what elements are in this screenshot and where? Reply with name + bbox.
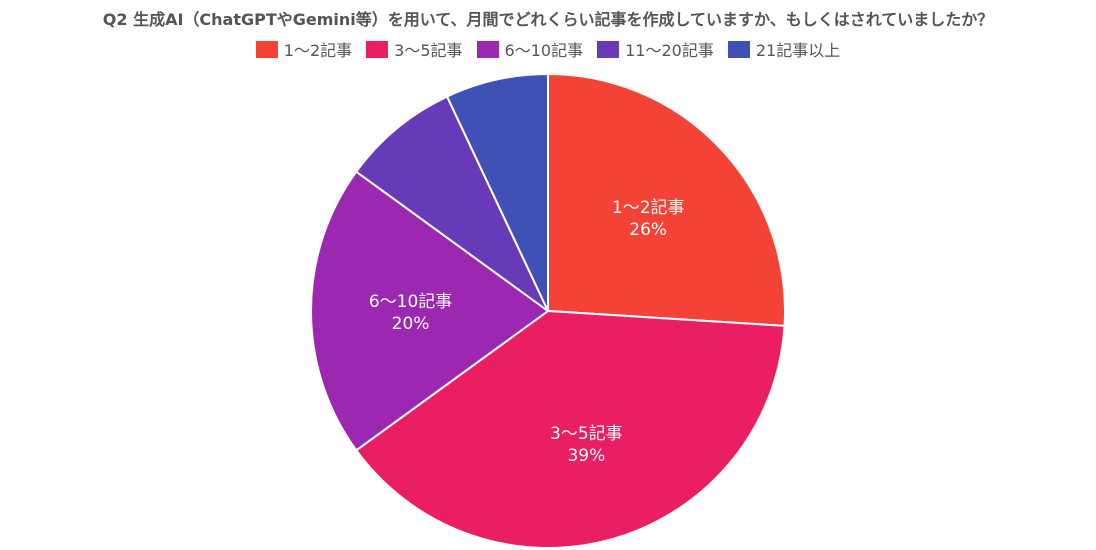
slice-label-category-3-5: 3〜5記事	[550, 424, 623, 444]
slice-label-category-1-2: 1〜2記事	[612, 198, 685, 218]
slice-label-value-1-2: 26%	[629, 220, 667, 240]
legend-swatch-11-20	[597, 40, 620, 58]
legend-label-11-20: 11〜20記事	[625, 41, 714, 60]
pie-slice-11-20[interactable]	[354, 95, 549, 312]
legend-item-11-20[interactable]: 11〜20記事	[597, 37, 714, 61]
legend-swatch-3-5	[366, 40, 389, 58]
legend-item-6-10[interactable]: 6〜10記事	[476, 37, 584, 61]
legend-label-21-plus: 21記事以上	[755, 41, 841, 60]
legend-swatch-21-plus	[727, 40, 750, 58]
pie-slice-21-plus[interactable]	[445, 72, 549, 312]
chart-title: Q2 生成AI（ChatGPTやGemini等）を用いて、月間でどれくらい記事を…	[102, 10, 994, 29]
pie-slice-1-2[interactable]	[547, 72, 786, 327]
slice-label-value-3-5: 39%	[567, 446, 605, 466]
legend-swatch-1-2	[255, 40, 278, 58]
legend-item-1-2[interactable]: 1〜2記事	[255, 37, 353, 61]
legend-item-3-5[interactable]: 3〜5記事	[366, 37, 463, 61]
legend: 1〜2記事 3〜5記事 6〜10記事 11〜20記事 21記事以上	[0, 37, 1096, 61]
slice-label-value-6-10: 20%	[392, 314, 430, 334]
legend-label-3-5: 3〜5記事	[394, 41, 463, 60]
legend-swatch-6-10	[476, 40, 499, 58]
legend-label-1-2: 1〜2記事	[283, 41, 353, 60]
legend-label-6-10: 6〜10記事	[504, 41, 584, 60]
slice-label-category-6-10: 6〜10記事	[369, 292, 452, 312]
pie-slice-3-5[interactable]	[354, 309, 786, 549]
legend-item-21-plus[interactable]: 21記事以上	[727, 37, 841, 61]
pie-slice-6-10[interactable]	[310, 170, 550, 452]
